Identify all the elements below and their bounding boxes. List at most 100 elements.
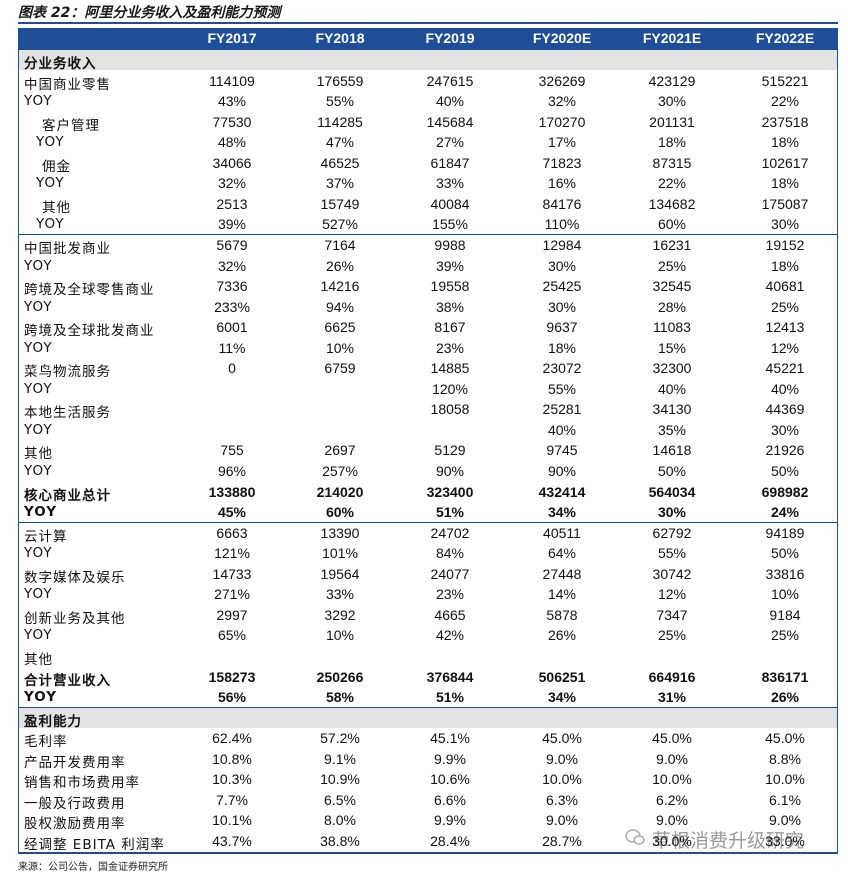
cell: 22%: [770, 93, 800, 110]
cell: 71823: [542, 154, 582, 171]
row-label: YOY: [24, 380, 53, 397]
cell: 9.1%: [324, 750, 356, 767]
cell: 14216: [320, 278, 360, 295]
cell: 56%: [217, 689, 247, 706]
cell: 233%: [214, 298, 250, 315]
cell: 40681: [765, 278, 805, 295]
section-band: [19, 707, 837, 728]
cell: 120%: [432, 380, 468, 397]
cell: 10.0%: [652, 771, 692, 788]
cell: 6663: [216, 524, 248, 541]
row-label: 中国批发商业: [24, 240, 111, 257]
cell: 30%: [547, 298, 577, 315]
cell: 40%: [657, 380, 687, 397]
row-label: YOY: [24, 689, 58, 706]
row-label: YOY: [24, 298, 53, 315]
cell: 102617: [761, 154, 809, 171]
cell: 55%: [547, 380, 577, 397]
cell: 836171: [761, 668, 809, 685]
cell: 25281: [542, 401, 582, 418]
cell: 26%: [325, 257, 355, 274]
cell: 30%: [770, 216, 800, 233]
cell: 432414: [538, 483, 586, 500]
cell: 37%: [325, 175, 355, 192]
cell: 14885: [430, 360, 470, 377]
cell: 175087: [761, 195, 809, 212]
cell: 6759: [324, 360, 356, 377]
cell: 11083: [653, 319, 691, 336]
cell: 10.8%: [212, 750, 252, 767]
cell: 45.0%: [765, 730, 805, 747]
row-label: 其他: [42, 199, 71, 216]
cell: 25%: [770, 298, 800, 315]
cell: 34%: [547, 689, 577, 706]
cell: 14%: [547, 586, 577, 603]
cell: 14618: [652, 442, 692, 459]
cell: 201131: [649, 113, 695, 130]
cell: 94189: [765, 524, 805, 541]
cell: 24702: [430, 524, 470, 541]
cell: 17%: [547, 134, 577, 151]
column-header: FY2020E: [532, 30, 592, 46]
cell: 45.0%: [542, 730, 582, 747]
row-label: YOY: [24, 627, 53, 644]
cell: 121%: [214, 545, 250, 562]
cell: 176559: [316, 72, 364, 89]
cell: 90%: [435, 463, 465, 479]
cell: 45%: [217, 504, 247, 521]
title: 图表 22：阿里分业务收入及盈利能力预测: [18, 5, 281, 21]
cell: 25%: [770, 627, 800, 644]
cell: 40084: [430, 195, 470, 212]
cell: 9988: [434, 236, 466, 253]
cell: 7164: [324, 236, 356, 253]
cell: 114285: [317, 113, 363, 130]
cell: 145684: [426, 113, 474, 130]
row-label: 客户管理: [42, 117, 100, 134]
row-label: 其他: [24, 651, 53, 668]
cell: 7.7%: [216, 791, 248, 808]
row-label: 产品开发费用率: [24, 754, 126, 771]
row-label: 云计算: [24, 528, 68, 545]
cell: 57.2%: [320, 730, 360, 747]
cell: 18058: [430, 401, 470, 418]
cell: 26%: [547, 627, 577, 644]
cell: 90%: [547, 463, 577, 479]
row-separator: [18, 233, 838, 235]
cell: 34066: [212, 154, 252, 171]
cell: 28.7%: [542, 832, 582, 849]
cell: 6.6%: [434, 791, 466, 808]
cell: 50%: [657, 463, 687, 479]
cell: 43.7%: [212, 832, 252, 849]
cell: 9.0%: [656, 812, 688, 829]
cell: 698982: [761, 483, 809, 500]
table-header: [18, 28, 838, 50]
cell: 34%: [547, 504, 577, 521]
row-label: 菜鸟物流服务: [24, 364, 111, 381]
cell: 158273: [208, 668, 256, 685]
cell: 326269: [538, 72, 586, 89]
cell: 24077: [430, 565, 470, 582]
cell: 55%: [325, 93, 355, 110]
cell: 40511: [543, 524, 581, 541]
cell: 2697: [324, 442, 356, 459]
row-label: YOY: [24, 586, 53, 603]
cell: 10%: [325, 339, 355, 356]
title-rule: [18, 22, 838, 24]
cell: 30.0%: [652, 832, 692, 849]
cell: 30%: [547, 257, 577, 274]
cell: 515221: [761, 72, 809, 89]
cell: 6625: [324, 319, 356, 336]
cell: 33%: [435, 175, 465, 192]
cell: 40%: [770, 380, 800, 397]
cell: 30%: [657, 504, 687, 521]
cell: 12413: [765, 319, 805, 336]
row-label: 毛利率: [24, 734, 68, 751]
cell: 9745: [546, 442, 578, 459]
cell: 94%: [325, 298, 355, 315]
row-label: 跨境及全球零售商业: [24, 282, 155, 299]
row-label: YOY: [24, 257, 53, 274]
cell: 10.1%: [212, 812, 252, 829]
row-label: 本地生活服务: [24, 405, 111, 422]
section-title: 分业务收入: [24, 56, 97, 72]
